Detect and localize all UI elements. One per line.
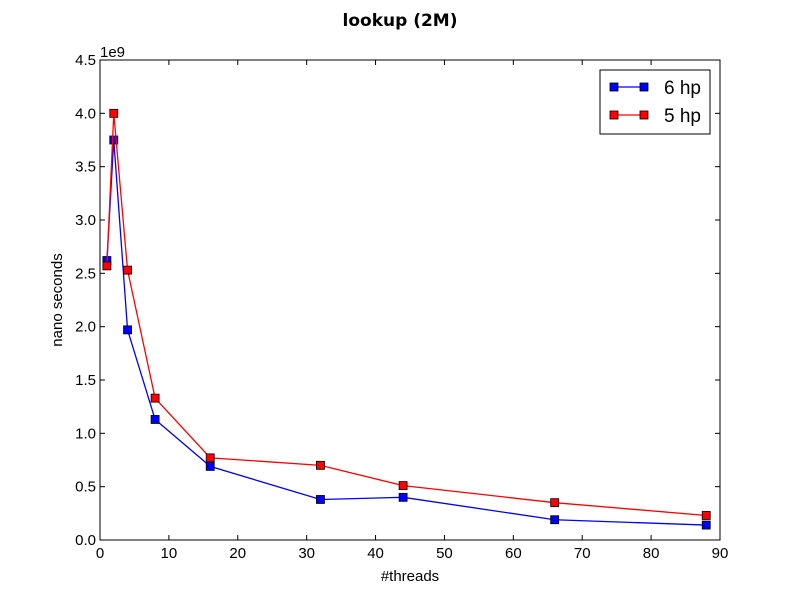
x-tick-label: 40 (367, 545, 384, 562)
data-point (123, 325, 132, 335)
legend-label: 6 hp (664, 78, 701, 99)
data-point (150, 415, 160, 424)
x-axis-label: #threads (381, 568, 439, 585)
y-tick-label: 3.0 (75, 212, 96, 229)
y-tick-label: 2.0 (75, 319, 96, 336)
data-point (205, 461, 215, 471)
x-tick-label: 80 (643, 545, 660, 562)
legend-frame (599, 69, 711, 135)
data-point (205, 453, 215, 463)
x-tick-label: 70 (574, 545, 591, 562)
data-point (123, 265, 132, 275)
chart-title: lookup (2M) (343, 11, 458, 31)
x-axis-ticks: 0 10 20 30 40 50 60 70 80 90 (96, 60, 729, 562)
legend-marker (609, 82, 619, 92)
y-offset-text: 1e9 (100, 44, 125, 61)
legend-marker (639, 110, 649, 120)
data-point (398, 481, 408, 491)
x-tick-label: 60 (505, 545, 522, 562)
x-tick-label: 30 (298, 545, 315, 562)
y-tick-label: 3.5 (75, 159, 96, 176)
y-tick-label: 4.5 (75, 52, 96, 69)
y-axis-ticks: 0.0 0.5 1.0 1.5 2.0 2.5 3.0 3.5 4.0 4.5 (75, 52, 720, 549)
x-tick-label: 0 (96, 545, 104, 562)
y-tick-label: 0.0 (75, 532, 96, 549)
data-point (701, 520, 711, 530)
legend-label: 5 hp (664, 106, 701, 127)
data-point (550, 498, 560, 508)
legend-marker (609, 110, 619, 120)
x-tick-label: 90 (712, 545, 729, 562)
x-tick-label: 50 (436, 545, 453, 562)
y-axis-label: nano seconds (49, 253, 66, 346)
y-tick-label: 2.5 (75, 265, 96, 282)
x-tick-label: 20 (229, 545, 246, 562)
y-tick-label: 1.5 (75, 372, 96, 389)
data-point (316, 495, 325, 504)
data-point (150, 393, 160, 403)
series-line-0 (106, 139, 707, 526)
data-point (398, 492, 408, 502)
data-point (109, 108, 119, 118)
data-point (109, 135, 119, 145)
series-layer (102, 108, 711, 530)
plot-frame (99, 59, 721, 541)
legend: 6 hp 5 hp (599, 69, 711, 135)
data-point (550, 515, 560, 525)
legend-entries: 6 hp 5 hp (609, 78, 701, 127)
y-tick-label: 4.0 (75, 105, 96, 122)
data-point (316, 460, 325, 470)
y-tick-label: 1.0 (75, 425, 96, 442)
data-point (102, 261, 112, 271)
data-point (701, 511, 711, 520)
y-tick-label: 0.5 (75, 479, 96, 496)
legend-marker (639, 82, 649, 92)
x-tick-label: 10 (161, 545, 178, 562)
